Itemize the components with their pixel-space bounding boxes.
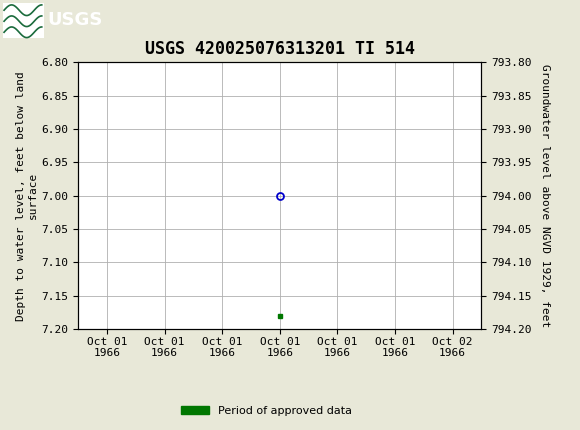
Y-axis label: Groundwater level above NGVD 1929, feet: Groundwater level above NGVD 1929, feet [540, 64, 550, 327]
Legend: Period of approved data: Period of approved data [177, 401, 357, 420]
Text: USGS: USGS [48, 12, 103, 29]
Title: USGS 420025076313201 TI 514: USGS 420025076313201 TI 514 [145, 40, 415, 58]
Bar [3, 3, 43, 37]
Y-axis label: Depth to water level, feet below land
surface: Depth to water level, feet below land su… [16, 71, 38, 320]
